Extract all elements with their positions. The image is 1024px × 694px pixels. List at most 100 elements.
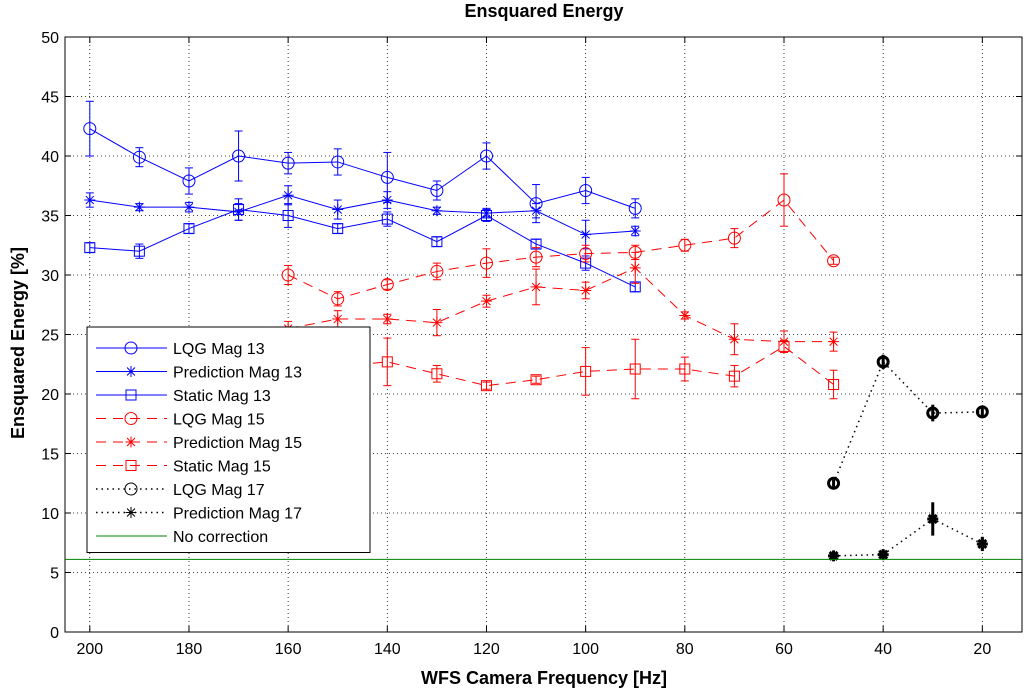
x-tick-label: 20: [973, 641, 991, 658]
series-group: [828, 502, 988, 562]
data-point-star: [629, 225, 641, 237]
data-point-square: [133, 245, 145, 257]
x-tick-label: 160: [275, 641, 302, 658]
x-tick-label: 140: [374, 641, 401, 658]
series-line: [287, 199, 834, 300]
data-point-circle: [281, 268, 295, 282]
x-tick-label: 200: [76, 641, 103, 658]
data-point-square: [125, 460, 137, 471]
data-point-circle: [827, 476, 841, 490]
data-point-circle: [430, 184, 444, 198]
legend-label: Prediction Mag 13: [173, 365, 302, 382]
plot-area: 200 180 160 140 120 100 80 60 40 2005101520253035…: [41, 30, 1023, 658]
x-tick-label: 100: [572, 641, 599, 658]
data-point-star: [580, 284, 592, 296]
series-line: [89, 209, 636, 288]
data-point-square: [84, 242, 96, 254]
y-tick-label: 25: [41, 328, 59, 345]
data-point-star: [133, 201, 145, 213]
series-line: [89, 128, 636, 209]
data-point-square: [431, 368, 443, 380]
data-point-square: [381, 213, 393, 225]
data-point-square: [282, 210, 294, 221]
legend: LQG Mag 13 Prediction Mag 13 Static Mag 13…: [86, 326, 371, 553]
data-point-circle: [430, 264, 444, 278]
chart-title: Ensquared Energy: [464, 1, 623, 21]
data-point-circle: [380, 170, 394, 184]
x-axis-label: WFS Camera Frequency [Hz]: [421, 668, 667, 688]
data-point-star: [431, 317, 443, 329]
series-group: [84, 198, 641, 293]
data-point-square: [431, 236, 443, 248]
data-point-circle: [479, 256, 493, 270]
data-point-circle: [827, 254, 841, 268]
series-line: [288, 267, 834, 343]
y-tick-label: 40: [41, 149, 59, 166]
data-point-circle: [182, 174, 196, 188]
series-group: [281, 173, 841, 307]
y-tick-label: 20: [41, 387, 59, 404]
legend-label: LQG Mag 15: [173, 412, 265, 429]
data-point-circle: [579, 247, 593, 261]
data-point-star: [332, 204, 344, 216]
series-line: [89, 194, 636, 236]
data-point-circle: [529, 250, 543, 264]
legend-label: Prediction Mag 15: [173, 435, 302, 452]
series-group: [827, 354, 989, 490]
data-point-star: [828, 336, 840, 348]
data-point-star: [431, 205, 443, 217]
data-point-circle: [380, 278, 394, 292]
data-point-circle: [83, 122, 97, 136]
data-point-square: [679, 363, 691, 375]
data-point-circle: [876, 355, 890, 369]
legend-label: Static Mag 15: [173, 459, 271, 476]
data-point-square: [828, 378, 840, 390]
y-axis-label: Ensquared Energy [%]: [8, 247, 28, 439]
y-tick-label: 10: [41, 506, 59, 523]
data-point-star: [125, 507, 137, 518]
y-tick-label: 30: [41, 268, 59, 285]
y-tick-label: 50: [41, 30, 59, 47]
y-tick-label: 5: [50, 566, 59, 583]
data-point-star: [976, 538, 988, 550]
data-point-star: [580, 229, 592, 241]
data-point-circle: [232, 149, 246, 163]
data-point-star: [728, 333, 740, 345]
data-point-square: [778, 340, 790, 352]
data-point-square: [629, 363, 641, 375]
legend-label: Static Mag 13: [173, 388, 271, 405]
data-point-star: [877, 549, 889, 561]
data-point-square: [728, 370, 740, 382]
data-point-circle: [628, 201, 642, 215]
data-point-square: [332, 223, 344, 235]
data-point-circle: [678, 238, 692, 252]
data-point-circle: [331, 155, 345, 169]
series-line: [288, 345, 834, 387]
legend-label: No correction: [173, 529, 268, 546]
data-point-circle: [479, 149, 493, 163]
data-point-circle: [124, 341, 138, 355]
data-point-circle: [124, 482, 138, 496]
data-point-square: [580, 365, 592, 377]
x-tick-label: 40: [874, 641, 892, 658]
data-point-star: [828, 550, 840, 562]
data-point-square: [480, 380, 492, 392]
data-point-circle: [579, 184, 593, 198]
data-point-star: [183, 201, 195, 213]
data-point-star: [629, 262, 641, 274]
y-tick-label: 15: [41, 447, 59, 464]
y-tick-label: 35: [41, 209, 59, 226]
legend-label: LQG Mag 13: [173, 341, 265, 358]
series-line: [833, 518, 983, 557]
y-tick-label: 0: [50, 625, 59, 642]
data-point-star: [480, 295, 492, 307]
data-point-star: [530, 205, 542, 217]
data-point-square: [381, 356, 393, 368]
legend-box: [86, 326, 371, 553]
data-point-circle: [281, 156, 295, 170]
data-point-circle: [926, 406, 940, 420]
data-point-star: [381, 194, 393, 206]
series-group: [282, 337, 840, 400]
data-point-star: [381, 313, 393, 325]
